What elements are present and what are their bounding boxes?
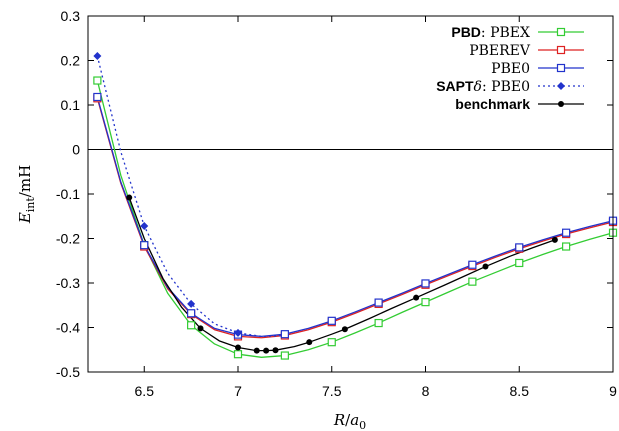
data-point-pbex: [515, 258, 524, 268]
x-tick-label: 7.5: [322, 383, 342, 399]
y-axis-title-text: Eint/mH: [16, 165, 37, 224]
legend-entry-sapt: SAPTδ: PBE0: [436, 78, 530, 95]
data-point-pbe0: [468, 260, 477, 269]
data-point-sapt: [140, 222, 149, 231]
markers-layer: [93, 52, 618, 360]
legend-entry-benchmark: benchmark: [455, 96, 530, 112]
x-tick-label: 8: [422, 383, 430, 399]
data-point-benchmark: [482, 263, 489, 270]
legend-sep-sapt: :: [482, 79, 491, 95]
y-tick-label: -0.1: [56, 186, 80, 202]
legend-entry-pbe0: PBE0: [491, 61, 530, 77]
data-point-pbex: [233, 350, 243, 359]
legend-text-pbex: PBEX: [490, 25, 530, 41]
y-axis-label-main: E: [16, 212, 34, 224]
x-axis-title-text: R/a0: [333, 411, 366, 431]
data-point-benchmark: [272, 347, 279, 354]
legend: PBD: PBEX PBEREV PBE0 SAPTδ: PBE0 benchm…: [436, 24, 584, 112]
y-tick-label: 0: [72, 142, 80, 158]
data-point-pbe0: [280, 330, 289, 339]
x-axis-label-slash: /: [345, 411, 351, 429]
y-tick-label: 0.1: [61, 97, 81, 113]
legend-label-pbex: PBD: PBEX: [451, 24, 530, 41]
legend-marker-benchmark: [558, 101, 564, 107]
legend-prefix-pbex: PBD: [451, 24, 481, 40]
legend-entry-pberev: PBEREV: [469, 43, 531, 59]
legend-text-sapt: PBE0: [491, 79, 530, 95]
legend-entry-pbex: PBD: PBEX: [451, 24, 530, 41]
data-point-pbex: [562, 242, 571, 251]
plot-frame: [87, 15, 614, 373]
data-point-pbex: [280, 351, 289, 360]
y-axis-label-unit: /mH: [16, 165, 34, 197]
data-point-pbe0: [562, 228, 571, 237]
data-point-benchmark: [413, 294, 420, 301]
x-axis-label-main: R: [333, 411, 345, 429]
y-tick-label: -0.2: [56, 231, 80, 247]
ticks-layer: 0.3 0.2 0.1 0 -0.1 -0.2 -0.3 -0.4 -0.5 6.5 7 7.5 8 8.…: [56, 8, 617, 399]
y-tick-label: 0.3: [61, 8, 81, 24]
y-tick-label: 0.2: [61, 53, 81, 69]
data-point-pbe0: [515, 243, 524, 252]
legend-marker-pbe0: [556, 63, 566, 73]
data-point-benchmark: [551, 236, 558, 243]
series-line-pberev: [96, 98, 614, 339]
legend-label-benchmark: benchmark: [455, 96, 530, 112]
data-point-pbex: [468, 277, 477, 286]
data-point-sapt: [234, 328, 242, 337]
x-tick-label: 8.5: [510, 383, 530, 399]
legend-marker-sapt: [557, 82, 565, 90]
data-point-pbex: [421, 298, 430, 307]
y-axis-title: Eint/mH: [16, 165, 37, 224]
data-point-benchmark: [263, 347, 270, 354]
legend-label-pberev: PBEREV: [469, 43, 531, 59]
data-point-pbex: [327, 338, 336, 347]
legend-marker-pberev: [556, 45, 566, 55]
data-point-pbe0: [93, 92, 102, 102]
data-point-sapt: [93, 52, 102, 61]
x-axis-label-sub: a: [350, 411, 359, 429]
legend-marker-pbex: [556, 27, 566, 37]
series-line-pbe0: [96, 96, 614, 338]
y-tick-label: -0.3: [56, 275, 80, 291]
data-point-benchmark: [341, 326, 348, 333]
data-point-pbe0: [140, 241, 149, 250]
legend-label-sapt: SAPTδ: PBE0: [436, 78, 530, 95]
data-point-pbex: [93, 76, 102, 85]
data-point-benchmark: [253, 347, 260, 354]
data-point-pbe0: [421, 279, 430, 288]
data-point-benchmark: [126, 194, 133, 201]
data-point-pbe0: [374, 298, 383, 307]
x-tick-label: 7: [234, 383, 242, 399]
y-tick-label: -0.4: [56, 320, 80, 336]
x-axis-title: R/a0: [333, 411, 366, 431]
data-point-pbe0: [187, 309, 196, 318]
data-point-pbex: [374, 318, 383, 328]
data-point-benchmark: [235, 344, 241, 351]
legend-swatches: [538, 27, 584, 107]
legend-delta-sapt: δ: [474, 79, 482, 95]
x-tick-label: 6.5: [135, 383, 155, 399]
data-point-sapt: [187, 299, 196, 308]
data-point-benchmark: [306, 339, 313, 346]
x-axis-label-sub-index: 0: [359, 419, 366, 431]
x-tick-label: 9: [609, 383, 617, 399]
legend-prefix-sapt: SAPT: [436, 78, 474, 94]
y-axis-label-sub: int: [24, 197, 37, 213]
y-tick-label: -0.5: [56, 364, 80, 380]
data-point-pbex: [187, 321, 196, 330]
series-line-pbex: [96, 80, 614, 358]
data-point-benchmark: [197, 325, 204, 332]
legend-sep-pbex: :: [481, 25, 490, 41]
data-point-pbe0: [327, 316, 336, 325]
legend-label-pbe0: PBE0: [491, 61, 530, 77]
